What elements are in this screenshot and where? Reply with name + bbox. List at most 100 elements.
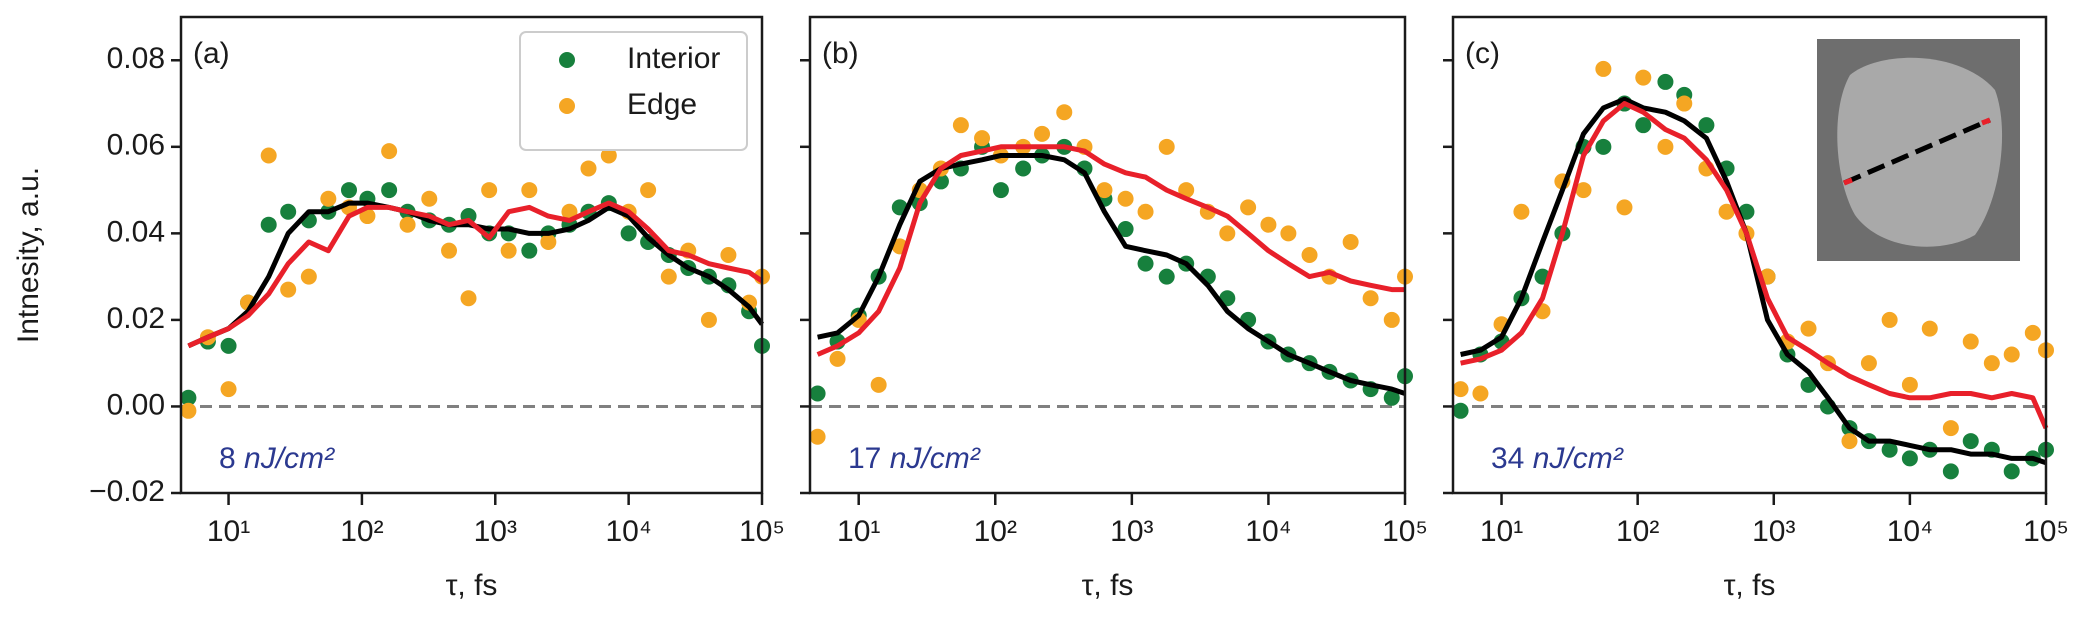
panel-title: (c) xyxy=(1465,37,1500,70)
data-point xyxy=(220,381,237,398)
data-point xyxy=(809,385,826,402)
data-point xyxy=(720,247,737,263)
data-point xyxy=(1137,255,1154,272)
data-point xyxy=(381,182,398,199)
legend-marker xyxy=(559,98,575,114)
data-point xyxy=(1219,225,1236,242)
data-point xyxy=(260,147,277,164)
x-tick-label: 10⁵ xyxy=(2023,515,2069,548)
data-point xyxy=(460,290,477,307)
data-point xyxy=(1056,104,1073,121)
fluence-annotation: 8 nJ/cm² xyxy=(219,442,335,475)
data-point xyxy=(1117,221,1134,238)
data-point xyxy=(1137,203,1154,220)
x-tick-label: 10⁵ xyxy=(1382,515,1428,548)
y-axis-label: Intnesity, a.u. xyxy=(12,167,45,343)
data-point xyxy=(1342,234,1359,251)
x-tick-label: 10³ xyxy=(1110,515,1153,548)
x-tick-label: 10⁴ xyxy=(606,515,652,548)
panel-title: (a) xyxy=(193,37,230,70)
data-point xyxy=(561,203,578,220)
data-point xyxy=(1117,190,1134,207)
data-point xyxy=(700,311,717,328)
data-point xyxy=(280,281,297,298)
data-point xyxy=(1635,117,1652,134)
data-point xyxy=(340,182,357,199)
data-point xyxy=(1595,138,1612,155)
data-point xyxy=(1178,182,1195,199)
data-point xyxy=(1383,389,1400,406)
x-tick-label: 10² xyxy=(340,515,383,548)
data-point xyxy=(1575,182,1592,199)
data-point xyxy=(1034,125,1051,142)
data-point xyxy=(1881,441,1898,458)
data-point xyxy=(600,147,617,164)
x-axis-label: τ, fs xyxy=(446,569,498,602)
data-point xyxy=(441,242,458,259)
x-tick-label: 10¹ xyxy=(1480,515,1523,548)
y-tick-label: 0.08 xyxy=(107,42,165,75)
x-tick-label: 10⁴ xyxy=(1887,515,1933,548)
data-point xyxy=(1280,225,1297,242)
fluence-annotation: 17 nJ/cm² xyxy=(848,442,981,475)
data-point xyxy=(1921,320,1938,337)
data-point xyxy=(1860,355,1877,372)
data-point xyxy=(952,117,969,134)
y-tick-label: 0.06 xyxy=(107,129,165,162)
data-point xyxy=(1383,311,1400,328)
data-point xyxy=(280,203,297,220)
x-tick-label: 10¹ xyxy=(207,515,250,548)
data-line xyxy=(1460,101,2049,430)
fluence-unit: nJ/cm² xyxy=(244,442,335,475)
y-tick-label: 0.04 xyxy=(107,215,165,248)
data-point xyxy=(1942,463,1959,480)
data-point xyxy=(1901,450,1918,467)
inset-cut-line xyxy=(1843,117,1991,186)
data-line xyxy=(187,200,764,349)
data-point xyxy=(521,242,538,259)
data-point xyxy=(1158,268,1175,285)
inset-cut-end xyxy=(1843,177,1853,186)
data-point xyxy=(1635,69,1652,86)
data-point xyxy=(180,402,197,419)
data-point xyxy=(1513,203,1530,220)
data-point xyxy=(1472,385,1489,402)
plot-frame xyxy=(1451,15,2048,495)
legend-label: Interior xyxy=(627,42,720,75)
fluence-unit: nJ/cm² xyxy=(890,442,981,475)
data-point xyxy=(1718,203,1735,220)
x-tick-label: 10⁴ xyxy=(1245,515,1291,548)
x-axis-label: τ, fs xyxy=(1724,569,1776,602)
data-point xyxy=(1962,433,1979,450)
data-point xyxy=(620,225,637,242)
data-point xyxy=(2003,346,2020,363)
data-point xyxy=(1881,311,1898,328)
data-point xyxy=(220,337,237,354)
data-point xyxy=(1240,199,1257,216)
y-tick-label: 0.02 xyxy=(107,302,165,335)
plot-frame xyxy=(808,15,1407,495)
data-point xyxy=(1158,138,1175,155)
y-tick-label: −0.02 xyxy=(89,475,165,508)
data-point xyxy=(992,182,1009,199)
data-point xyxy=(1983,355,2000,372)
legend-box xyxy=(519,31,748,151)
data-point xyxy=(421,190,438,207)
data-point xyxy=(1800,320,1817,337)
y-tick-label: 0.00 xyxy=(107,388,165,421)
data-point xyxy=(1452,381,1469,398)
x-tick-label: 10² xyxy=(974,515,1017,548)
data-point xyxy=(1676,95,1693,112)
data-line xyxy=(817,153,1406,396)
data-point xyxy=(1657,73,1674,90)
plot-frame xyxy=(179,15,764,495)
fluence-value: 17 xyxy=(848,442,881,475)
data-point xyxy=(540,234,557,251)
data-point xyxy=(481,182,498,199)
data-point xyxy=(381,143,398,160)
data-line xyxy=(1460,96,2047,466)
data-point xyxy=(1616,199,1633,216)
data-point xyxy=(1096,182,1113,199)
data-point xyxy=(1657,138,1674,155)
